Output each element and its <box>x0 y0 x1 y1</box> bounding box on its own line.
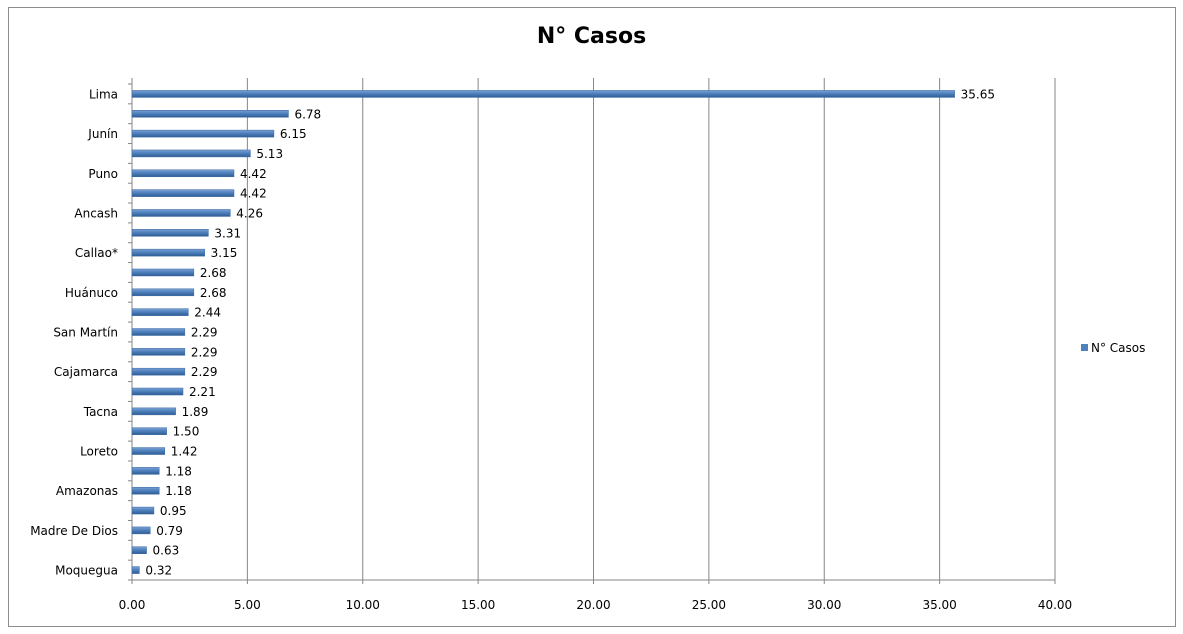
y-category-label: Amazonas <box>56 484 118 498</box>
bar <box>131 308 189 316</box>
bar <box>131 149 251 158</box>
data-label: 2.21 <box>189 385 216 399</box>
data-label: 4.26 <box>236 206 263 220</box>
data-label: 5.13 <box>256 147 283 161</box>
bar <box>131 407 176 416</box>
y-category-label: Tacna <box>83 405 118 419</box>
data-label: 2.29 <box>191 365 218 379</box>
data-label: 2.29 <box>191 326 218 340</box>
bar <box>131 486 160 495</box>
bar <box>131 566 140 574</box>
bar <box>131 169 235 178</box>
data-label: 1.50 <box>173 425 200 439</box>
data-label: 0.32 <box>145 564 172 578</box>
data-label: 2.68 <box>200 286 227 300</box>
bar <box>131 328 186 336</box>
data-label: 3.31 <box>214 226 241 240</box>
x-tick-label: 30.00 <box>807 598 841 612</box>
y-category-label: Madre De Dios <box>30 524 118 538</box>
data-label: 2.68 <box>200 266 227 280</box>
bar <box>131 506 155 515</box>
y-category-label: Puno <box>88 167 118 181</box>
data-label: 2.44 <box>194 306 221 320</box>
chart-title: N° Casos <box>536 24 647 49</box>
data-label: 35.65 <box>961 87 995 101</box>
y-category-label: Ancash <box>74 206 118 220</box>
gridlines <box>246 78 1056 580</box>
x-tick-label: 40.00 <box>1038 598 1072 612</box>
bar <box>131 248 205 257</box>
y-category-label: Callao* <box>75 246 118 260</box>
x-tick-label: 25.00 <box>692 598 726 612</box>
data-label: 1.42 <box>171 445 198 459</box>
legend: N° Casos <box>1081 341 1145 355</box>
x-tick-label: 10.00 <box>346 598 380 612</box>
x-tick-label: 5.00 <box>234 598 261 612</box>
data-label: 0.63 <box>153 544 180 558</box>
legend-swatch <box>1081 344 1088 351</box>
x-tick-label: 35.00 <box>922 598 956 612</box>
data-label: 4.42 <box>240 187 267 201</box>
bars <box>131 90 955 574</box>
data-label: 6.15 <box>280 127 307 141</box>
y-category-label: Moquegua <box>55 564 118 578</box>
bar <box>131 110 289 118</box>
y-category-label: Lima <box>89 87 118 101</box>
bar <box>131 268 195 277</box>
data-label: 1.18 <box>165 484 192 498</box>
data-label: 0.95 <box>160 504 187 518</box>
y-category-label: Loreto <box>80 445 118 459</box>
bar <box>131 427 167 435</box>
data-label: 1.89 <box>182 405 209 419</box>
bar <box>131 447 166 455</box>
bar <box>131 129 275 138</box>
bar <box>131 209 231 217</box>
bar <box>131 526 151 535</box>
data-label: 3.15 <box>211 246 238 260</box>
bar <box>131 348 186 356</box>
bar <box>131 467 160 475</box>
bar <box>131 367 186 376</box>
bar <box>131 546 147 554</box>
labels: 0.00 5.00 10.00 15.00 20.00 25.00 30.00 35.00 40… <box>30 87 1072 612</box>
data-label: 6.78 <box>294 107 321 121</box>
x-tick-label: 0.00 <box>119 598 146 612</box>
data-label: 1.18 <box>165 464 192 478</box>
data-label: 2.29 <box>191 345 218 359</box>
x-tick-label: 20.00 <box>576 598 610 612</box>
data-label: 0.79 <box>156 524 183 538</box>
bar <box>131 387 184 396</box>
bar <box>131 229 209 237</box>
bar <box>131 288 195 297</box>
data-label: 4.42 <box>240 167 267 181</box>
y-category-label: Junín <box>87 127 118 141</box>
bar <box>131 189 235 197</box>
x-tick-label: 15.00 <box>461 598 495 612</box>
y-category-label: Huánuco <box>65 286 118 300</box>
bar <box>131 90 955 98</box>
y-category-label: San Martín <box>53 326 118 340</box>
y-category-label: Cajamarca <box>54 365 118 379</box>
legend-label: N° Casos <box>1091 341 1145 355</box>
